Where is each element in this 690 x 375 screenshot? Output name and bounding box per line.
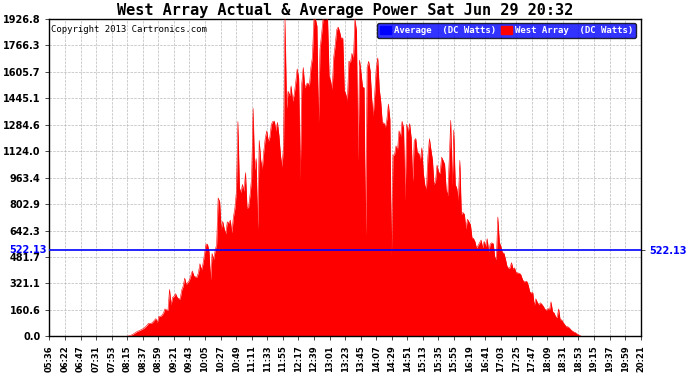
Text: 522.13: 522.13 bbox=[9, 245, 47, 255]
Legend: Average  (DC Watts), West Array  (DC Watts): Average (DC Watts), West Array (DC Watts… bbox=[377, 24, 636, 38]
Text: Copyright 2013 Cartronics.com: Copyright 2013 Cartronics.com bbox=[50, 25, 206, 34]
Title: West Array Actual & Average Power Sat Jun 29 20:32: West Array Actual & Average Power Sat Ju… bbox=[117, 3, 573, 18]
